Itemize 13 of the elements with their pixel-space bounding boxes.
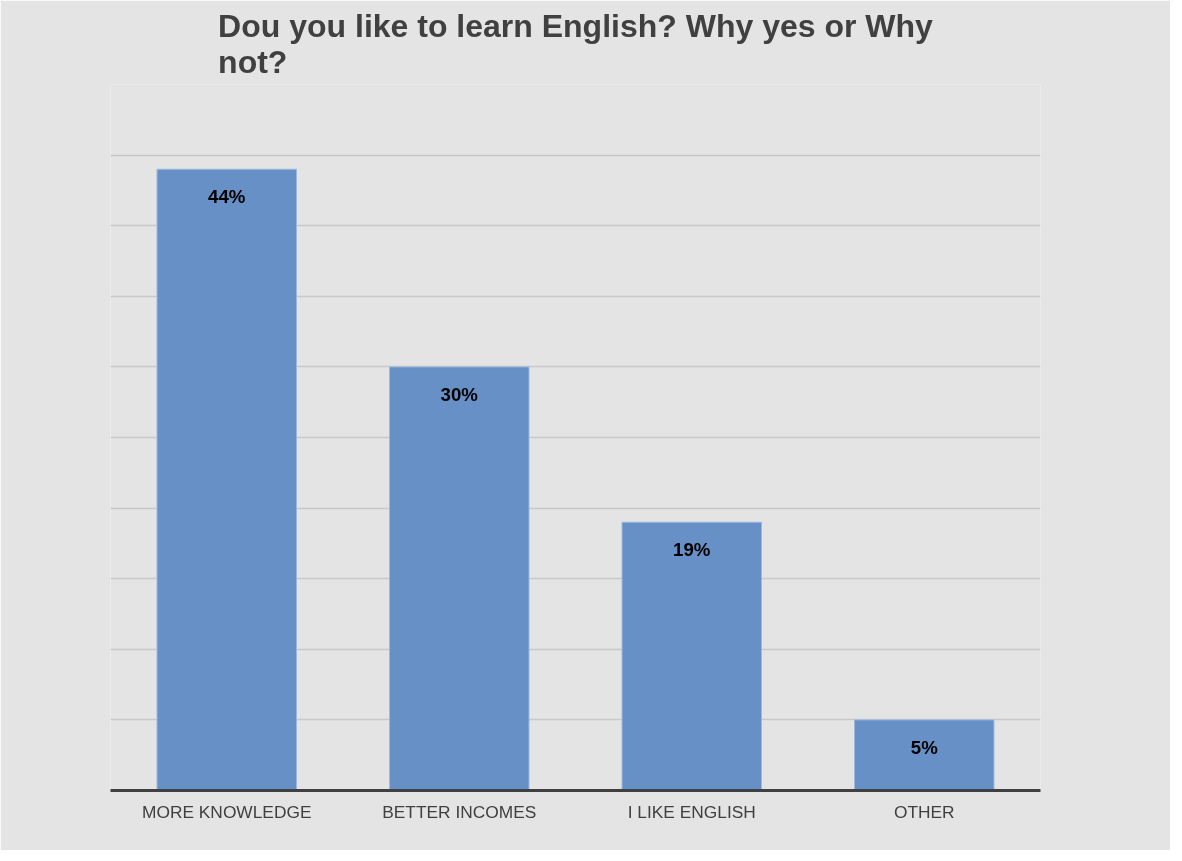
bar bbox=[389, 366, 530, 791]
x-tick-label: MORE KNOWLEDGE bbox=[142, 801, 312, 822]
bar bbox=[156, 168, 297, 791]
x-tick-label: OTHER bbox=[893, 801, 955, 822]
bar bbox=[621, 521, 762, 791]
data-label: 5% bbox=[910, 736, 939, 758]
x-tick-label: BETTER INCOMES bbox=[382, 801, 537, 822]
chart-title: Dou you like to learn English? Why yes or Why not? bbox=[218, 7, 934, 80]
data-label: 30% bbox=[440, 383, 479, 405]
data-label: 44% bbox=[208, 186, 246, 208]
bar bbox=[854, 719, 995, 791]
data-label: 19% bbox=[673, 539, 711, 561]
x-tick-label: I LIKE ENGLISH bbox=[627, 801, 756, 822]
